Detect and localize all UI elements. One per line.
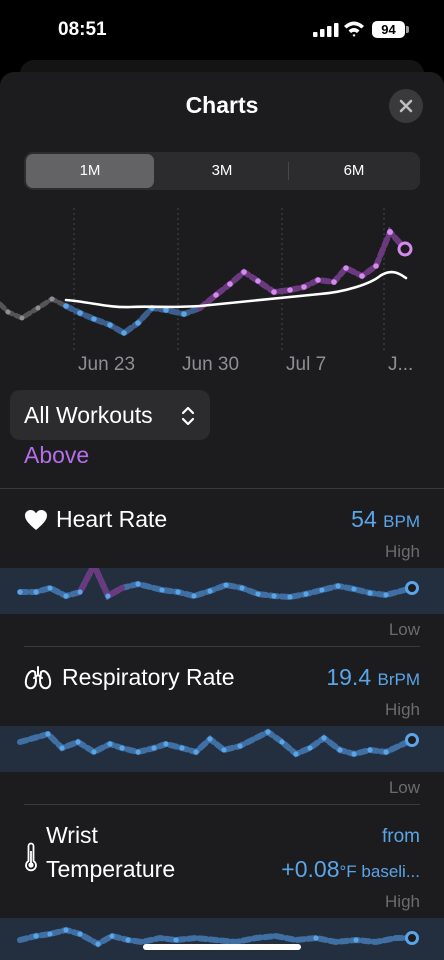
heart-icon: [25, 510, 47, 530]
chart-x-label: Jun 30: [182, 354, 239, 375]
chart-baseline: [64, 270, 408, 309]
main-trend-chart[interactable]: Jun 23 Jun 30 Jul 7 J...: [0, 202, 444, 392]
chart-past-line: [0, 296, 69, 321]
heart-rate-number: 54: [351, 506, 377, 532]
respiratory-rate-value: 19.4 BrPM: [326, 664, 420, 691]
respiratory-rate-high-label: High: [385, 700, 420, 719]
chart-gridlines: [73, 208, 385, 352]
section-divider: [24, 804, 420, 805]
wrist-temperature-from: from: [382, 826, 420, 847]
heart-rate-sparkline: [17, 568, 419, 601]
chart-above-points: [213, 229, 393, 298]
chart-below-line: [63, 303, 203, 337]
charts-sheet: Charts 1M 3M 6M: [0, 72, 444, 960]
respiratory-rate-title: Respiratory Rate: [62, 664, 235, 690]
respiratory-rate-number: 19.4: [326, 664, 372, 690]
wrist-temperature-card[interactable]: Wrist Temperature from +0.08°F baseli...…: [0, 804, 444, 960]
wifi-icon: [344, 21, 364, 37]
section-divider: [0, 488, 444, 489]
battery-icon: 94: [372, 21, 405, 38]
wrist-temperature-high-label: High: [385, 892, 420, 911]
heart-rate-low-label: Low: [388, 620, 420, 639]
close-button[interactable]: [389, 89, 423, 123]
respiratory-rate-unit: BrPM: [377, 670, 421, 689]
status-bar: 08:51 94: [0, 0, 444, 60]
wrist-temperature-value: +0.08°F baseli...: [281, 856, 420, 883]
heart-rate-unit: BPM: [383, 512, 420, 531]
chart-x-label: Jun 23: [78, 354, 135, 375]
chart-x-label: Jul 7: [286, 354, 326, 375]
sheet-title: Charts: [185, 92, 259, 118]
segment-6m[interactable]: 6M: [343, 162, 365, 179]
workout-filter-button[interactable]: All Workouts: [10, 390, 210, 440]
segment-divider: [288, 162, 289, 180]
section-divider: [24, 646, 420, 647]
lungs-icon: [24, 666, 52, 690]
heart-rate-value: 54 BPM: [351, 506, 420, 533]
home-indicator[interactable]: [143, 944, 301, 950]
chart-past-points: [5, 296, 55, 321]
chart-x-label: J...: [388, 354, 413, 375]
up-down-chevron-icon: [181, 406, 195, 426]
heart-rate-card[interactable]: Heart Rate 54 BPM High Low: [0, 488, 444, 644]
chart-latest-point: [397, 241, 413, 257]
cellular-signal-icon: [313, 23, 339, 37]
time-range-picker: 1M 3M 6M: [24, 152, 420, 190]
wrist-temperature-title-line2: Temperature: [46, 856, 176, 882]
workout-filter-label: All Workouts: [24, 402, 153, 428]
status-time: 08:51: [58, 19, 107, 40]
respiratory-rate-low-label: Low: [388, 778, 420, 797]
wrist-temperature-unit: °F baseli...: [339, 862, 421, 881]
battery-nub: [406, 26, 409, 33]
above-legend-label: Above: [24, 442, 90, 468]
wrist-temperature-title-line1: Wrist: [46, 822, 98, 848]
heart-rate-high-label: High: [385, 542, 420, 561]
close-icon: [399, 99, 413, 113]
segment-1m[interactable]: 1M: [26, 154, 154, 188]
heart-rate-title: Heart Rate: [56, 506, 168, 532]
respiratory-rate-sparkline: [17, 728, 419, 758]
wrist-temperature-sparkline: [17, 926, 419, 948]
respiratory-rate-card[interactable]: Respiratory Rate 19.4 BrPM High Low: [0, 646, 444, 802]
thermometer-icon: [25, 842, 37, 872]
segment-3m[interactable]: 3M: [211, 162, 233, 179]
wrist-temperature-number: +0.08: [281, 856, 340, 882]
